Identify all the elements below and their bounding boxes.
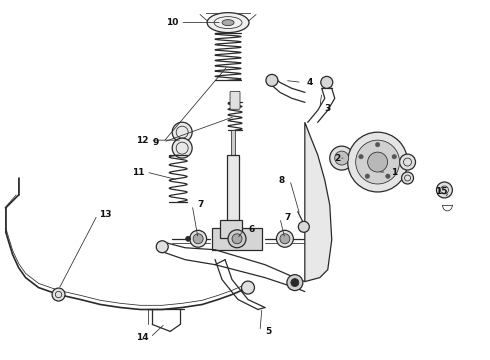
Text: 9: 9	[152, 138, 158, 147]
Ellipse shape	[207, 13, 249, 32]
Text: 13: 13	[99, 210, 112, 219]
Text: 11: 11	[132, 167, 145, 176]
Circle shape	[232, 234, 242, 244]
Circle shape	[280, 234, 290, 244]
Circle shape	[190, 230, 207, 247]
Circle shape	[365, 174, 369, 178]
Text: 8: 8	[279, 176, 285, 185]
Text: 7: 7	[197, 201, 203, 210]
Text: 5: 5	[265, 327, 271, 336]
Circle shape	[330, 146, 354, 170]
FancyBboxPatch shape	[226, 155, 239, 225]
Circle shape	[298, 221, 309, 232]
Text: 10: 10	[166, 18, 178, 27]
Circle shape	[242, 281, 254, 294]
Circle shape	[335, 151, 349, 165]
Circle shape	[348, 132, 408, 192]
Circle shape	[399, 154, 416, 170]
Text: 7: 7	[285, 213, 291, 222]
Circle shape	[172, 138, 192, 158]
Text: 2: 2	[335, 154, 341, 163]
Ellipse shape	[222, 20, 234, 26]
FancyBboxPatch shape	[230, 130, 235, 160]
Circle shape	[392, 154, 396, 159]
FancyBboxPatch shape	[220, 220, 242, 238]
Circle shape	[228, 230, 246, 248]
Text: 14: 14	[136, 333, 148, 342]
FancyBboxPatch shape	[230, 91, 240, 109]
Text: 6: 6	[249, 225, 255, 234]
Circle shape	[321, 76, 333, 88]
Circle shape	[437, 182, 452, 198]
Circle shape	[52, 288, 65, 301]
Circle shape	[287, 275, 303, 291]
Circle shape	[356, 140, 399, 184]
Circle shape	[193, 234, 203, 244]
Text: 1: 1	[392, 167, 398, 176]
FancyBboxPatch shape	[212, 228, 262, 250]
Text: 15: 15	[435, 188, 448, 197]
Circle shape	[186, 236, 191, 241]
Text: 4: 4	[307, 78, 313, 87]
Polygon shape	[305, 122, 332, 282]
Circle shape	[266, 75, 278, 86]
Circle shape	[156, 241, 168, 253]
Circle shape	[291, 279, 299, 287]
Circle shape	[172, 122, 192, 142]
Circle shape	[401, 172, 414, 184]
Circle shape	[276, 230, 294, 247]
Circle shape	[359, 154, 363, 159]
Circle shape	[368, 152, 388, 172]
Circle shape	[386, 174, 390, 178]
Text: 3: 3	[325, 104, 331, 113]
Text: 12: 12	[136, 136, 148, 145]
Circle shape	[375, 143, 380, 147]
